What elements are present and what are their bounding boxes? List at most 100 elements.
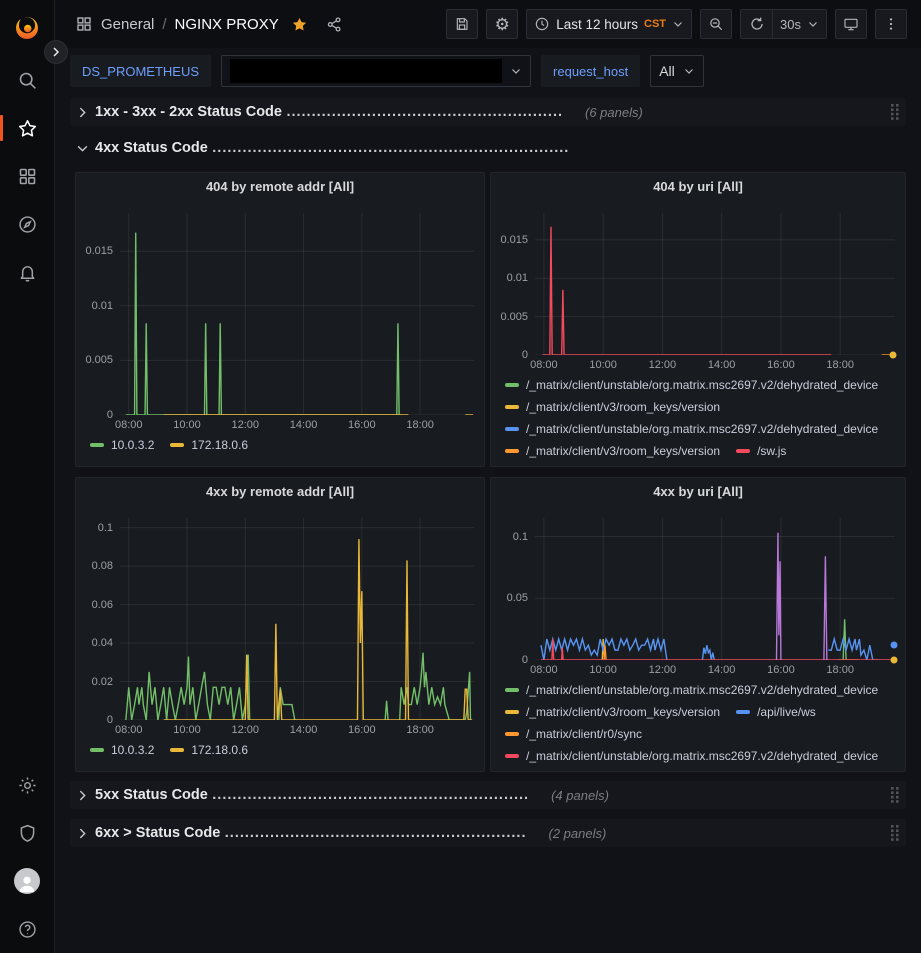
save-dashboard-button[interactable] xyxy=(446,9,479,39)
sidebar-item-help[interactable] xyxy=(0,905,55,953)
variables-bar: DS_PROMETHEUS request_host All xyxy=(55,48,921,96)
page-title[interactable]: NGINX PROXY xyxy=(174,15,279,33)
legend-item[interactable]: 172.18.0.6 xyxy=(170,743,248,757)
legend-swatch xyxy=(170,748,185,752)
plot-area[interactable] xyxy=(120,213,474,415)
share-icon[interactable] xyxy=(326,16,343,33)
legend-item[interactable]: /api/live/ws xyxy=(736,705,816,719)
x-tick-label: 12:00 xyxy=(648,664,677,676)
x-tick-label: 10:00 xyxy=(589,664,617,676)
more-options-button[interactable] xyxy=(875,9,907,39)
time-range-label: Last 12 hours xyxy=(556,16,639,32)
dashboard-content: 1xx - 3xx - 2xx Status Code ............… xyxy=(55,98,921,847)
legend-swatch xyxy=(736,449,751,453)
chevron-down-icon xyxy=(674,22,682,27)
breadcrumb-section[interactable]: General xyxy=(101,15,155,33)
datasource-variable-select[interactable] xyxy=(221,55,532,87)
y-axis: 0.1 0.08 0.06 0.04 0.02 0 xyxy=(76,518,120,726)
chevron-right-icon xyxy=(76,789,89,802)
plot-area[interactable] xyxy=(535,518,898,664)
panel-404-by-remote-addr: 404 by remote addr [All] 0.015 0.01 0.005 0… xyxy=(75,172,485,467)
sidebar-item-starred[interactable] xyxy=(0,104,55,152)
drag-handle-icon[interactable] xyxy=(890,786,900,804)
zoom-out-button[interactable] xyxy=(700,9,733,39)
y-tick-label: 0.01 xyxy=(506,272,528,285)
breadcrumb: General / NGINX PROXY xyxy=(75,15,343,33)
legend-item[interactable]: /_matrix/client/unstable/org.matrix.msc2… xyxy=(505,422,878,436)
dashboard-settings-button[interactable]: ⚙ xyxy=(486,9,519,39)
legend-item[interactable]: /_matrix/client/unstable/org.matrix.msc2… xyxy=(505,683,878,697)
plot-area[interactable] xyxy=(120,518,474,720)
favorite-star-icon[interactable] xyxy=(291,16,308,33)
row-5xx[interactable]: 5xx Status Code ........................… xyxy=(70,781,906,809)
x-axis: 08:00 10:00 12:00 14:00 16:00 18:00 xyxy=(530,357,895,375)
y-tick-label: 0 xyxy=(521,349,528,361)
sidebar-item-alerting[interactable] xyxy=(0,248,55,296)
legend-label: 10.0.3.2 xyxy=(111,743,155,757)
legend-item[interactable]: 10.0.3.2 xyxy=(90,438,154,452)
request-host-variable-select[interactable]: All xyxy=(650,55,704,87)
row-dots: ........................................… xyxy=(212,787,530,803)
legend-item[interactable]: /sw.js xyxy=(736,444,786,458)
drag-handle-icon[interactable] xyxy=(890,824,900,842)
legend-item[interactable]: /_matrix/client/unstable/org.matrix.msc2… xyxy=(505,749,878,763)
y-axis: 0.015 0.01 0.005 0 xyxy=(491,213,535,361)
panel-title[interactable]: 4xx by uri [All] xyxy=(653,483,743,499)
row-panel-count: (2 panels) xyxy=(548,825,607,841)
search-icon xyxy=(19,72,36,89)
y-tick-label: 0.04 xyxy=(91,637,113,650)
x-tick-label: 14:00 xyxy=(707,664,736,676)
row-panel-count: (4 panels) xyxy=(551,787,609,803)
legend-swatch xyxy=(170,443,185,447)
tv-mode-button[interactable] xyxy=(835,9,867,39)
refresh-button[interactable] xyxy=(740,9,773,39)
y-tick-label: 0.05 xyxy=(506,592,528,605)
legend-label: 172.18.0.6 xyxy=(191,438,249,452)
refresh-interval-dropdown[interactable]: 30s xyxy=(772,9,827,39)
y-tick-label: 0.015 xyxy=(500,233,528,246)
datasource-variable-label[interactable]: DS_PROMETHEUS xyxy=(70,55,212,87)
panel-title[interactable]: 4xx by remote addr [All] xyxy=(205,483,355,499)
x-tick-label: 18:00 xyxy=(826,664,854,676)
row-1xx-3xx-2xx[interactable]: 1xx - 3xx - 2xx Status Code ............… xyxy=(70,98,906,126)
row-title: 6xx > Status Code xyxy=(95,825,221,841)
legend-item[interactable]: /_matrix/client/v3/room_keys/version xyxy=(505,444,720,458)
sidebar-item-configuration[interactable] xyxy=(0,761,55,809)
row-6xx[interactable]: 6xx > Status Code ......................… xyxy=(70,819,906,847)
legend-label: /api/live/ws xyxy=(757,705,816,719)
refresh-icon xyxy=(750,17,763,30)
legend-label: /sw.js xyxy=(757,444,787,458)
sidebar-expand-button[interactable] xyxy=(44,40,68,64)
sidebar-item-admin[interactable] xyxy=(0,809,55,857)
drag-handle-icon[interactable] xyxy=(890,103,900,121)
bell-icon xyxy=(20,265,34,282)
sidebar-item-profile[interactable] xyxy=(0,857,55,905)
x-tick-label: 08:00 xyxy=(530,664,558,676)
clock-icon xyxy=(535,17,549,31)
time-range-picker[interactable]: Last 12 hours CST xyxy=(526,9,693,39)
plot-area[interactable] xyxy=(535,213,897,359)
legend-item[interactable]: /_matrix/client/v3/room_keys/version xyxy=(505,400,720,414)
legend: 10.0.3.2 172.18.0.6 xyxy=(90,743,476,765)
sidebar-item-search[interactable] xyxy=(0,56,55,104)
y-tick-label: 0 xyxy=(521,654,528,666)
panel-title[interactable]: 404 by uri [All] xyxy=(653,178,743,194)
legend-item[interactable]: 172.18.0.6 xyxy=(170,438,248,452)
sidebar-item-dashboards[interactable] xyxy=(0,152,55,200)
legend-item[interactable]: /_matrix/client/r0/sync xyxy=(505,727,642,741)
sidebar-item-explore[interactable] xyxy=(0,200,55,248)
legend-item[interactable]: /_matrix/client/unstable/org.matrix.msc2… xyxy=(505,378,878,392)
y-tick-label: 0.005 xyxy=(500,310,528,323)
panel-title[interactable]: 404 by remote addr [All] xyxy=(205,178,355,194)
row-4xx[interactable]: 4xx Status Code ........................… xyxy=(70,135,906,161)
legend-item[interactable]: /_matrix/client/v3/room_keys/version xyxy=(505,705,720,719)
request-host-variable-label[interactable]: request_host xyxy=(541,55,641,87)
grafana-logo[interactable] xyxy=(0,0,55,56)
person-icon xyxy=(19,876,35,893)
chevron-right-icon xyxy=(76,106,89,119)
y-tick-label: 0.005 xyxy=(85,354,113,367)
legend-item[interactable]: 10.0.3.2 xyxy=(90,743,154,757)
row-dots: ........................................… xyxy=(286,104,564,120)
chevron-down-icon xyxy=(684,69,693,74)
legend-label: /_matrix/client/v3/room_keys/version xyxy=(526,705,721,719)
